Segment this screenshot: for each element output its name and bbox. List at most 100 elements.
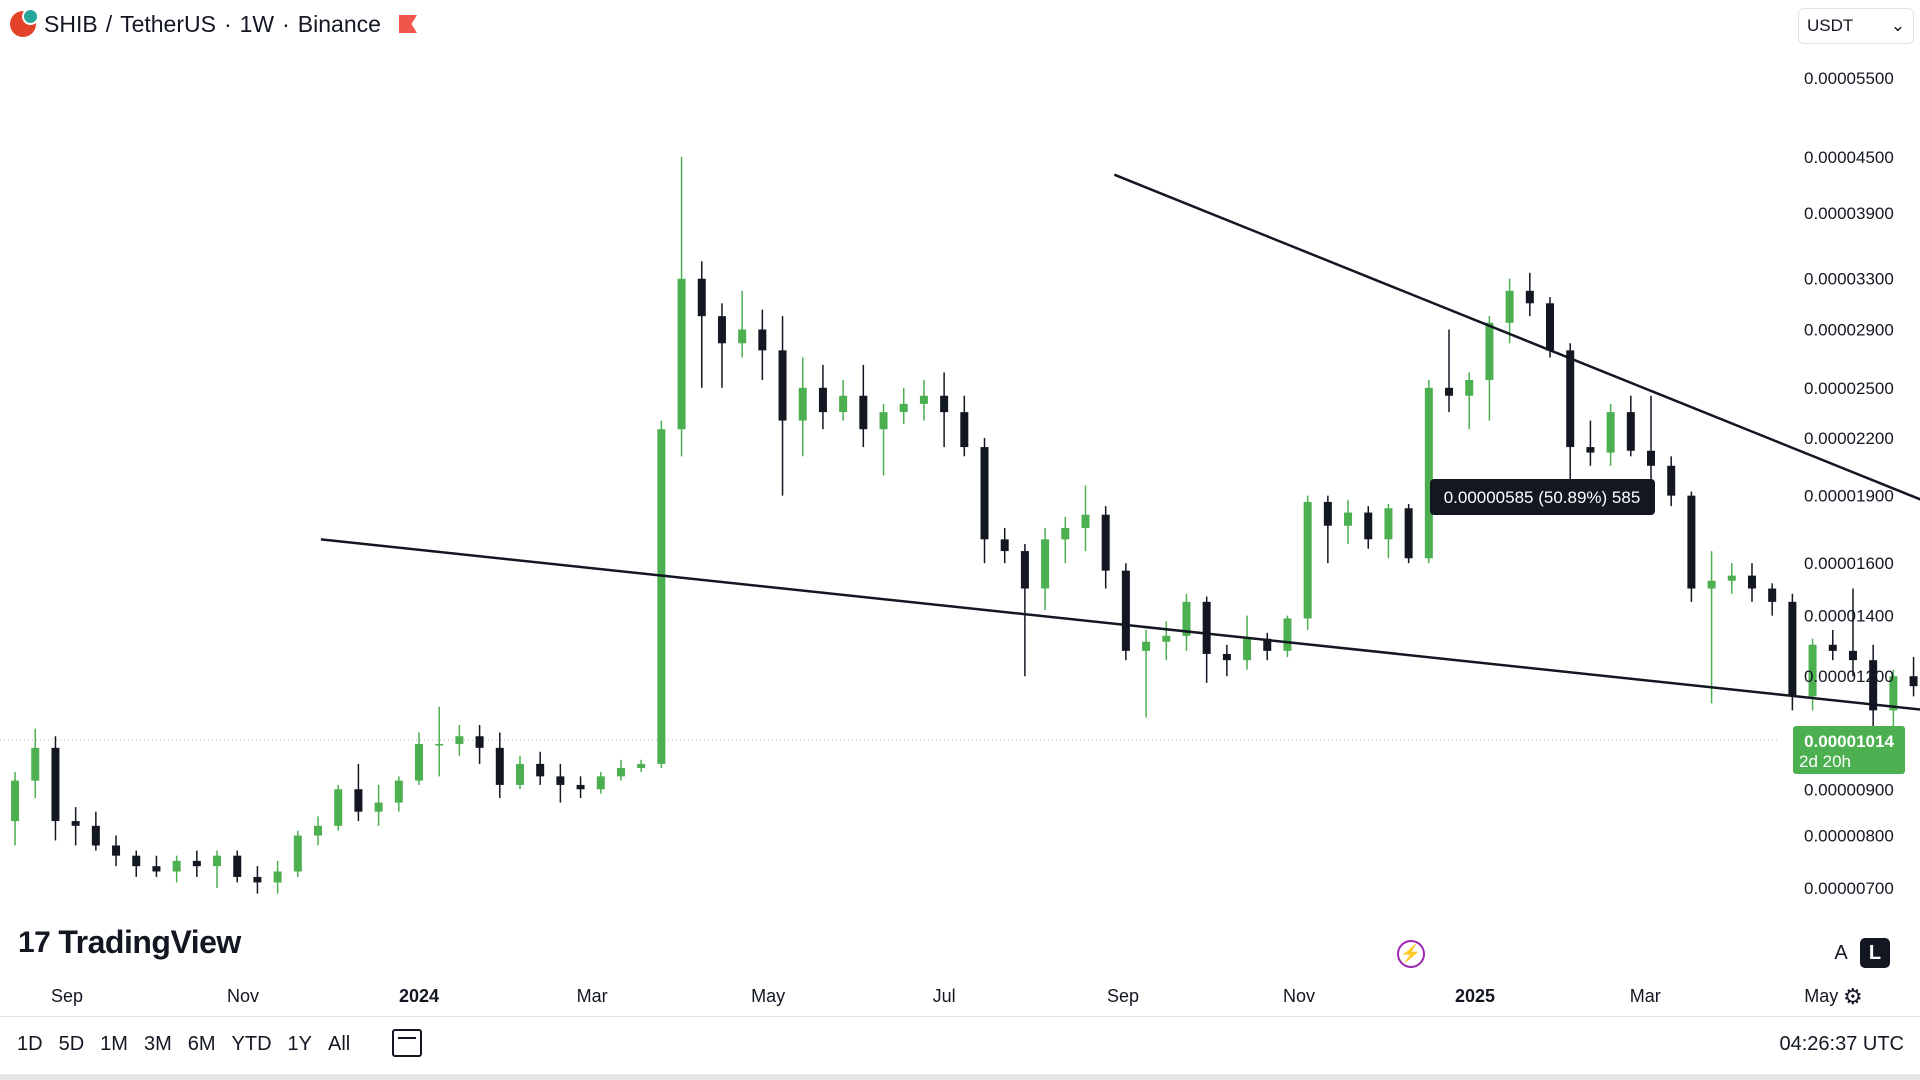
candle — [758, 309, 767, 381]
candle — [1182, 593, 1191, 651]
last-price-countdown: 2d 20h — [1799, 752, 1851, 771]
candle — [556, 763, 565, 803]
candle — [859, 364, 868, 448]
price-tick-label: 0.00000700 — [1804, 879, 1894, 898]
candle — [152, 855, 161, 877]
time-tick-label: 2025 — [1455, 986, 1495, 1006]
exchange-name: Binance — [297, 10, 381, 37]
candle — [1202, 596, 1211, 683]
candle — [1283, 615, 1292, 658]
coin-icon — [10, 8, 39, 37]
candle — [1041, 527, 1050, 611]
candle — [738, 290, 747, 358]
candle — [1142, 629, 1151, 718]
settings-icon[interactable]: ⚙ — [1843, 984, 1863, 1009]
candle — [1424, 380, 1433, 564]
lower-trendline[interactable] — [320, 538, 1920, 785]
range-ytd-button[interactable]: YTD — [231, 1033, 272, 1055]
candle — [677, 156, 686, 457]
range-all-button[interactable]: All — [328, 1033, 351, 1055]
range-1m-button[interactable]: 1M — [100, 1033, 128, 1055]
symbol-name: SHIB — [44, 10, 98, 37]
price-tick-label: 0.00002200 — [1804, 429, 1894, 448]
bolt-icon[interactable]: ⚡ — [1397, 940, 1425, 968]
candle — [1121, 563, 1130, 661]
candle — [596, 772, 605, 794]
candle — [960, 395, 969, 457]
time-tick-label: Mar — [577, 986, 608, 1006]
range-1d-button[interactable]: 1D — [17, 1033, 43, 1055]
candle — [455, 724, 464, 756]
range-5d-button[interactable]: 5D — [58, 1033, 85, 1055]
candle — [940, 372, 949, 448]
time-tick-label: Mar — [1630, 986, 1661, 1006]
range-3m-button[interactable]: 3M — [143, 1033, 172, 1055]
candle — [334, 784, 343, 831]
utc-clock[interactable]: 04:26:37 UTC — [1779, 1033, 1904, 1055]
candle — [1586, 420, 1595, 466]
price-tick-label: 0.00003300 — [1804, 270, 1894, 289]
candle — [1303, 495, 1312, 630]
calendar-icon[interactable] — [392, 1029, 422, 1057]
candle — [1263, 632, 1272, 661]
price-tick-label: 0.00005500 — [1804, 69, 1894, 88]
currency-select[interactable]: USDT ⌄ — [1798, 8, 1914, 44]
range-6m-button[interactable]: 6M — [187, 1033, 216, 1055]
candle — [11, 772, 20, 846]
candle — [1323, 495, 1332, 564]
price-tick-label: 0.00002500 — [1804, 379, 1894, 398]
candle — [1768, 583, 1777, 616]
upper-trendline[interactable] — [1113, 173, 1920, 785]
candle — [1505, 278, 1514, 344]
interval-label: 1W — [239, 10, 275, 37]
candle — [637, 759, 646, 773]
range-1y-button[interactable]: 1Y — [287, 1033, 313, 1055]
time-tick-label: May — [751, 986, 785, 1006]
bottom-strip — [0, 1074, 1920, 1080]
time-tick-label: Sep — [1107, 986, 1139, 1006]
candle — [576, 776, 585, 799]
flag-icon[interactable] — [398, 15, 417, 33]
candle — [980, 438, 989, 564]
candle — [798, 357, 807, 457]
symbol-separator: / — [105, 10, 113, 37]
candle — [616, 759, 625, 781]
candle — [172, 855, 181, 883]
log-scale-button[interactable]: L — [1860, 938, 1890, 968]
candle — [839, 380, 848, 421]
dot-separator: · — [282, 10, 290, 37]
chevron-down-icon: ⌄ — [1890, 16, 1905, 35]
candle — [91, 811, 100, 851]
candle — [1445, 329, 1454, 413]
candle — [112, 835, 121, 867]
measurement-label[interactable]: 0.00000585 (50.89%) 585 — [1430, 479, 1655, 515]
candle — [1222, 644, 1231, 677]
candle — [415, 732, 423, 785]
candle — [374, 784, 383, 826]
candle — [1384, 504, 1393, 559]
candle — [1747, 563, 1756, 602]
time-tick-label: Nov — [227, 986, 259, 1006]
price-tick-label: 0.00000800 — [1804, 827, 1894, 846]
candle — [1687, 491, 1696, 602]
time-tick-label: Jul — [933, 986, 956, 1006]
candle — [1020, 543, 1029, 677]
candle — [515, 755, 524, 790]
candle — [1344, 499, 1353, 544]
auto-scale-button[interactable]: A — [1834, 941, 1848, 964]
candle — [1162, 621, 1171, 661]
price-tick-label: 0.00001200 — [1804, 667, 1894, 686]
measurement-label-text: 0.00000585 (50.89%) 585 — [1444, 488, 1641, 507]
candle — [778, 316, 787, 496]
candle — [1848, 588, 1857, 677]
dot-separator: · — [223, 10, 232, 37]
symbol-header[interactable]: SHIB / TetherUS · 1W · Binance — [10, 8, 417, 40]
candle — [717, 303, 726, 388]
price-chart[interactable]: 0.00005500 0.00004500 0.00003900 0.00003300… — [0, 0, 1920, 1016]
candle — [1243, 615, 1252, 670]
candle — [1909, 657, 1918, 697]
candle — [1566, 343, 1575, 496]
time-tick-label: Nov — [1283, 986, 1315, 1006]
candle — [1404, 504, 1413, 564]
candle — [536, 751, 545, 785]
